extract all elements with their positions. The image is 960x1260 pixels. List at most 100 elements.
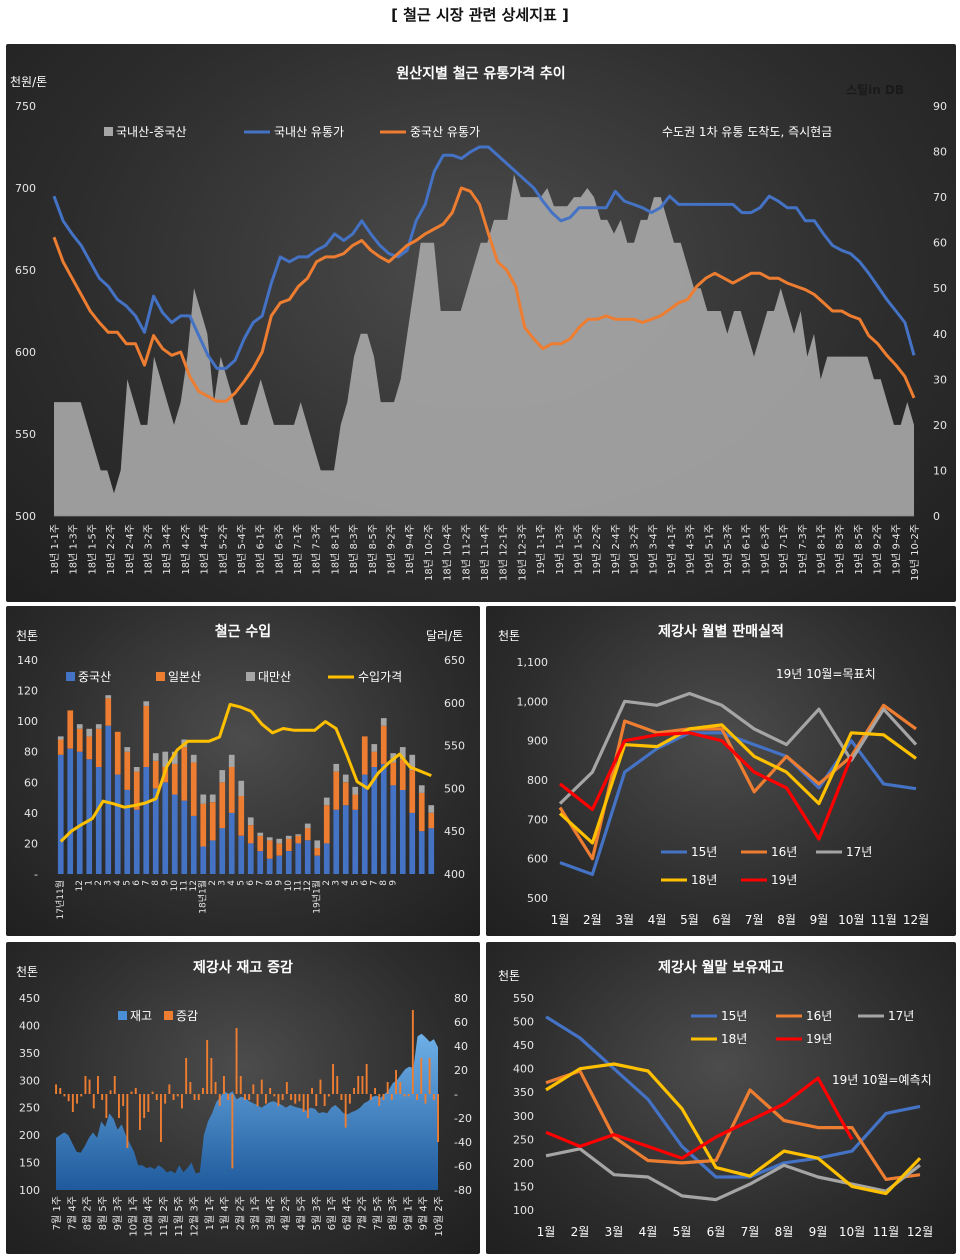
- china-bar: [285, 851, 292, 874]
- x-tick-label: 7: [370, 880, 380, 886]
- x-tick-label: 12월: [903, 913, 929, 927]
- left-tick-label: 80: [24, 746, 38, 759]
- x-tick-label: 18년 5-4주: [236, 524, 248, 575]
- change-bar: [223, 1076, 225, 1094]
- left-tick-label: 350: [19, 1047, 40, 1060]
- stock-chart-panel: 제강사 월말 보유재고 천톤 100 150 200 250 300 350 400 450 500…: [486, 942, 956, 1254]
- change-bar: [353, 1088, 355, 1094]
- left-tick-label: 700: [527, 813, 548, 826]
- right-tick-label: 40: [933, 328, 947, 341]
- change-bar: [302, 1094, 305, 1112]
- taiwan-bar: [171, 751, 178, 764]
- x-tick-label: 19년 2-2주: [591, 524, 603, 575]
- x-tick-label: 7월 5주: [372, 1196, 384, 1230]
- right-tick-label: 10: [933, 464, 947, 477]
- china-bar: [333, 809, 340, 874]
- left-axis-unit: 천톤: [16, 964, 38, 979]
- domestic-price-line: [52, 145, 916, 370]
- change-bar: [340, 1094, 343, 1100]
- china-bar: [67, 748, 74, 874]
- change-bar: [109, 1090, 112, 1094]
- x-tick-label: 19년 9-2주: [872, 524, 884, 575]
- change-bar: [374, 1088, 376, 1094]
- x-tick-label: 10월 2주: [433, 1196, 445, 1237]
- legend-18년: 18년: [721, 1032, 747, 1046]
- x-tick-label: 18년1월: [197, 880, 209, 914]
- x-tick-label: 9: [161, 880, 171, 886]
- japan-bar: [266, 840, 273, 859]
- japan-bar: [86, 736, 93, 760]
- change-bar: [386, 1082, 389, 1094]
- x-tick-label: 18년 7-3주: [311, 524, 323, 575]
- legend-16년: 16년: [806, 1009, 832, 1023]
- x-tick-label: 19년1월: [311, 880, 323, 914]
- right-tick-label: 550: [444, 740, 465, 753]
- x-tick-label: 8: [151, 880, 161, 886]
- x-tick-label: 18년 12-3주: [516, 524, 528, 581]
- left-tick-label: 450: [19, 992, 40, 1005]
- left-tick-label: 200: [513, 1157, 534, 1170]
- x-tick-label: 5: [237, 880, 247, 886]
- x-tick-label: 19년 8-5주: [853, 524, 865, 575]
- right-tick-label: -80: [454, 1184, 472, 1197]
- right-axis-unit: 달러/톤: [426, 629, 463, 643]
- left-tick-label: 20: [24, 837, 38, 850]
- japan-bar: [219, 782, 226, 829]
- right-tick-label: 450: [444, 825, 465, 838]
- chart-title: 제강사 월말 보유재고: [658, 959, 784, 976]
- page-title: [ 철근 시장 관련 상세지표 ]: [391, 6, 569, 24]
- left-tick-label: 100: [513, 1204, 534, 1217]
- change-bar: [290, 1094, 292, 1100]
- change-bar: [155, 1094, 158, 1100]
- change-bar: [218, 1094, 221, 1106]
- right-tick-label: -20: [454, 1112, 472, 1125]
- change-bar: [424, 1094, 427, 1104]
- x-tick-label: 19년 6-3주: [759, 524, 771, 575]
- change-bar: [202, 1088, 204, 1094]
- x-tick-label: 18년 3-2주: [142, 524, 154, 575]
- taiwan-bar: [86, 728, 93, 737]
- x-tick-label: 18년 11-4주: [479, 524, 491, 581]
- legend-inventory-swatch: [118, 1011, 127, 1020]
- x-tick-label: 5월: [673, 1225, 692, 1239]
- change-bar: [214, 1082, 217, 1094]
- change-bar: [357, 1076, 360, 1094]
- change-bar: [327, 1094, 330, 1097]
- x-tick-label: 18년 12-1주: [498, 524, 510, 581]
- x-tick-label: 6월 1주: [326, 1196, 338, 1230]
- x-tick-label: 12월: [907, 1225, 933, 1239]
- x-tick-label: 3월 1주: [250, 1196, 262, 1230]
- left-tick-label: -: [34, 868, 38, 881]
- change-bar: [390, 1094, 393, 1100]
- change-bar: [92, 1094, 95, 1109]
- right-tick-label: -: [454, 1088, 458, 1101]
- left-tick-label: 750: [15, 100, 36, 113]
- taiwan-bar: [247, 817, 254, 825]
- china-bar: [323, 843, 330, 874]
- japan-bar: [352, 794, 359, 810]
- japan-bar: [181, 747, 188, 801]
- change-bar: [210, 1058, 213, 1094]
- x-tick-label: 8: [265, 880, 275, 886]
- taiwan-bar: [105, 695, 112, 699]
- change-bar: [382, 1094, 385, 1100]
- change-bar: [80, 1094, 83, 1097]
- japan-bar: [143, 705, 150, 767]
- x-tick-label: 18년 1-1주: [49, 524, 61, 575]
- china-bar: [162, 782, 169, 874]
- change-bar: [437, 1094, 439, 1142]
- change-bar: [403, 1094, 406, 1097]
- right-tick-label: 60: [454, 1016, 468, 1029]
- left-tick-label: 450: [513, 1039, 534, 1052]
- change-bar: [252, 1084, 255, 1094]
- change-bar: [239, 1076, 242, 1094]
- right-tick-label: 20: [454, 1064, 468, 1077]
- left-axis-unit: 천톤: [498, 628, 520, 643]
- x-tick-label: 19년 7-3주: [797, 524, 809, 575]
- change-bar: [235, 1028, 238, 1094]
- taiwan-bar: [352, 786, 359, 795]
- china-bar: [314, 855, 321, 874]
- change-bar: [244, 1094, 246, 1100]
